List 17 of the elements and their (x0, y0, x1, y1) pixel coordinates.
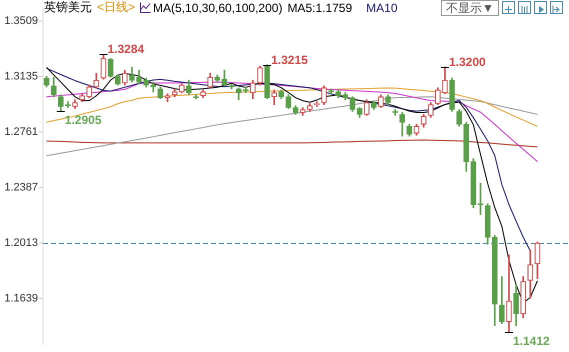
chart-title: 英镑美元 (44, 0, 92, 16)
annotation: 1.3200 (448, 54, 486, 69)
y-tick-label: 1.2013 (4, 237, 38, 250)
annotation: 1.3284 (107, 42, 144, 56)
text: MA10 (366, 0, 398, 14)
text: MA5:1.1759 (287, 0, 352, 14)
annotation: 1.2905 (64, 112, 102, 127)
y-tick-label: 1.1639 (4, 292, 38, 305)
annotation: 1.3215 (271, 52, 308, 67)
y-tick-label: 1.3509 (4, 15, 38, 28)
annotation: 1.1412 (512, 334, 550, 348)
y-tick-label: 1.3135 (4, 70, 38, 83)
annotation: 不显示▼ (441, 0, 499, 16)
annotation: MA(5,10,30,60,100,200) (153, 0, 282, 14)
chart-subtitle: <日线> (97, 0, 136, 16)
y-tick-label: 1.2761 (4, 126, 38, 138)
y-tick-label: 1.2387 (4, 182, 38, 194)
